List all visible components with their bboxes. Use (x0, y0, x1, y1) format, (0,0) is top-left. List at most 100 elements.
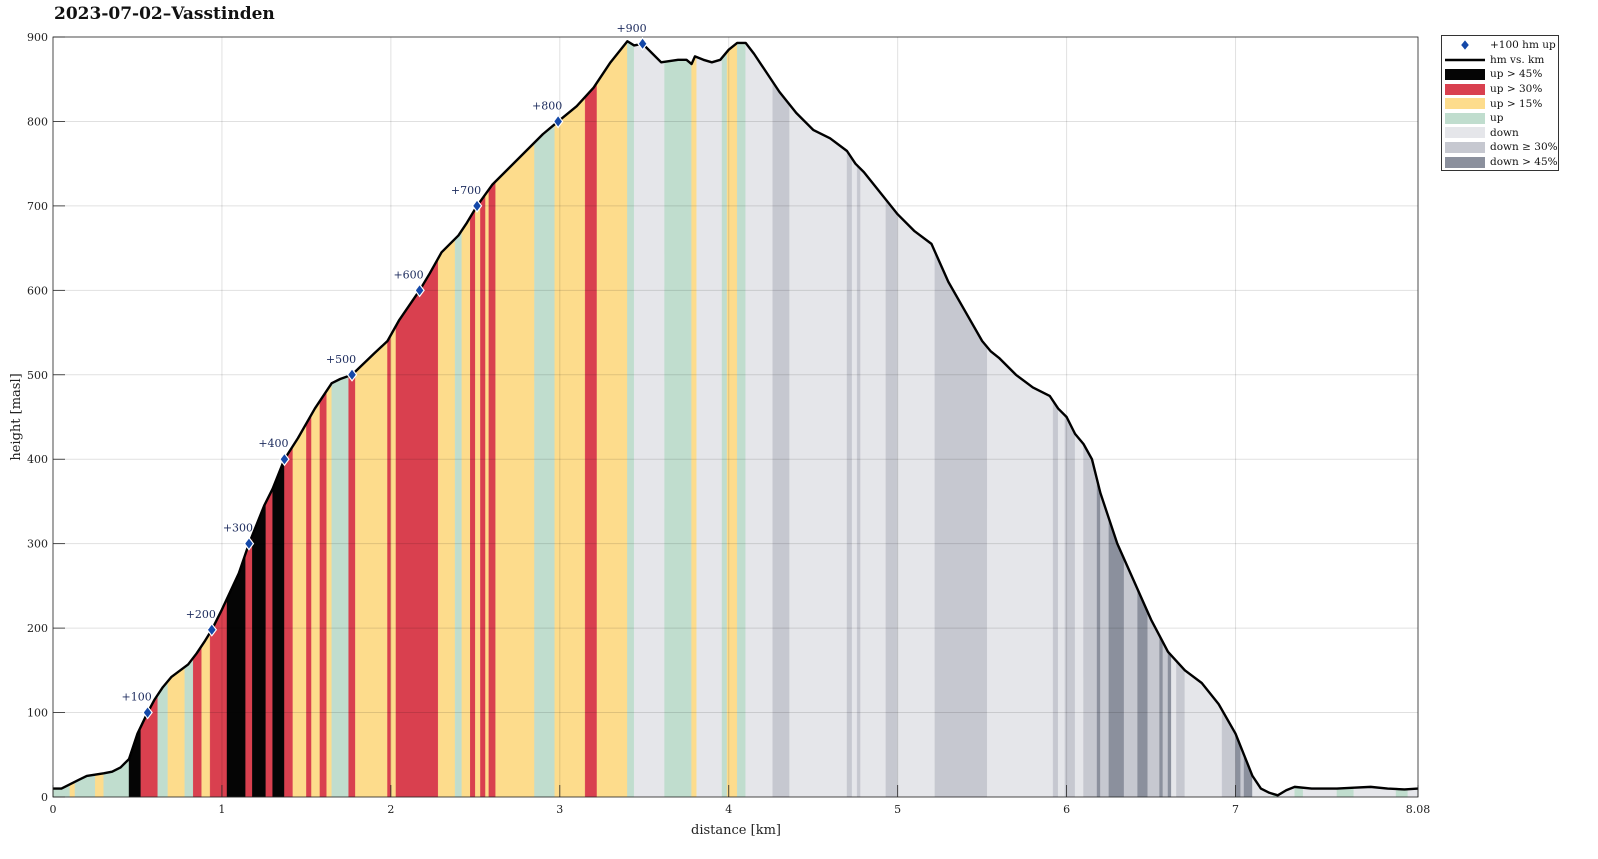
segment-up (331, 375, 349, 798)
segment-down45 (1159, 635, 1164, 798)
segment-down (1074, 433, 1084, 798)
segment-down30 (846, 150, 853, 798)
segment-down30 (1162, 642, 1169, 798)
segment-up (721, 51, 728, 798)
segment-up30 (306, 413, 312, 798)
x-tick-label: 8.08 (1406, 803, 1431, 816)
segment-down (789, 103, 848, 798)
milestone-label: +100 (121, 691, 151, 704)
milestone-marker (346, 367, 358, 382)
x-tick-label: 2 (387, 803, 394, 816)
segment-up (103, 758, 130, 798)
segment-up (736, 42, 746, 798)
segment-down30 (1100, 492, 1110, 798)
milestone-markers: +100 +200 +300 +400 +500 +600 +700 +800 +900 (121, 22, 648, 720)
legend-item-down30: down ≥ 30% (1445, 140, 1558, 155)
x-tick-labels: 0 1 2 3 4 5 6 7 8.08 (50, 803, 1431, 816)
segment-up15 (691, 56, 697, 798)
segment-up15 (554, 96, 586, 798)
legend-item-line: hm vs. km (1445, 53, 1555, 68)
legend-item-milestone: +100 hm up (1445, 38, 1556, 53)
segment-down (897, 213, 936, 798)
segment-down45 (1167, 651, 1172, 798)
legend-item-down45: down > 45% (1445, 155, 1558, 170)
segment-up (664, 59, 692, 798)
axes-frame (52, 36, 1419, 798)
segment-down30 (885, 198, 898, 798)
segment-up45 (128, 726, 142, 798)
x-tick-label: 1 (218, 803, 225, 816)
legend-item-up30: up > 30% (1445, 82, 1555, 97)
segment-up (157, 680, 169, 798)
segment-down30 (1147, 611, 1160, 798)
milestone-label: +300 (223, 522, 253, 535)
axes (52, 36, 1419, 798)
segment-up (184, 657, 194, 798)
gradient-segments (52, 40, 1419, 798)
legend-label: down ≥ 30% (1490, 141, 1558, 154)
segment-up30 (319, 390, 327, 798)
milestone-marker (206, 622, 218, 637)
segment-down30 (1123, 558, 1138, 798)
milestone-label: +400 (258, 437, 288, 450)
y-tick-label: 600 (27, 284, 48, 297)
legend-label: +100 hm up (1490, 39, 1556, 52)
segment-up30 (348, 371, 356, 798)
milestone-marker (243, 536, 255, 551)
segment-up15 (495, 142, 535, 798)
segment-up15 (390, 325, 397, 798)
segment-up30 (480, 193, 486, 798)
segment-up15 (596, 40, 628, 798)
segment-up30 (245, 535, 253, 798)
segment-down45 (1108, 518, 1125, 798)
segment-up (534, 123, 555, 798)
segment-down45 (1137, 589, 1148, 798)
segment-down30 (856, 164, 861, 798)
segment-up15 (326, 382, 332, 798)
legend-label: up > 45% (1490, 68, 1543, 81)
y-tick-label: 800 (27, 115, 48, 128)
milestone-marker (414, 283, 425, 298)
segment-up15 (461, 216, 471, 798)
segment-down30 (1083, 443, 1098, 798)
legend-item-down: down (1445, 126, 1555, 141)
legend-label: down > 45% (1490, 156, 1558, 169)
y-tick-label: 0 (41, 791, 48, 804)
legend: +100 hm up hm vs. km up > 45% up > 30% up > … (1441, 35, 1559, 171)
segment-up15 (95, 773, 104, 798)
milestone-marker (279, 452, 290, 467)
segment-down (987, 346, 1054, 798)
legend-swatch (1445, 98, 1485, 110)
legend-line-icon (1445, 54, 1485, 65)
milestone-label: +600 (393, 268, 423, 281)
segment-up30 (265, 488, 273, 798)
legend-item-up45: up > 45% (1445, 67, 1555, 82)
chart-title: 2023-07-02–Vasstinden (54, 4, 275, 24)
legend-swatch (1445, 112, 1485, 124)
legend-label: hm vs. km (1490, 53, 1545, 66)
segment-up30 (387, 334, 392, 798)
profile-line (53, 40, 1419, 797)
segment-up15 (437, 238, 456, 798)
segment-up45 (252, 502, 267, 798)
segment-down (851, 157, 858, 798)
milestone-marker (471, 198, 483, 213)
legend-item-up15: up > 15% (1445, 96, 1555, 111)
segment-up15 (292, 422, 307, 798)
segment-up30 (470, 207, 476, 798)
y-tick-labels: 0 100 200 300 400 500 600 700 800 900 (27, 31, 48, 804)
milestone-label: +900 (616, 22, 646, 35)
legend-label: up > 30% (1490, 83, 1543, 96)
segment-up30 (193, 645, 202, 798)
segment-up15 (201, 631, 211, 798)
segment-down30 (934, 251, 988, 798)
segment-down (633, 43, 665, 798)
legend-label: down (1490, 126, 1519, 139)
segment-down45 (1096, 479, 1101, 798)
segment-down (1171, 654, 1177, 798)
segment-down (1184, 669, 1223, 798)
y-tick-label: 500 (27, 369, 48, 382)
legend-label: up > 15% (1490, 97, 1543, 110)
milestone-label: +500 (326, 353, 356, 366)
